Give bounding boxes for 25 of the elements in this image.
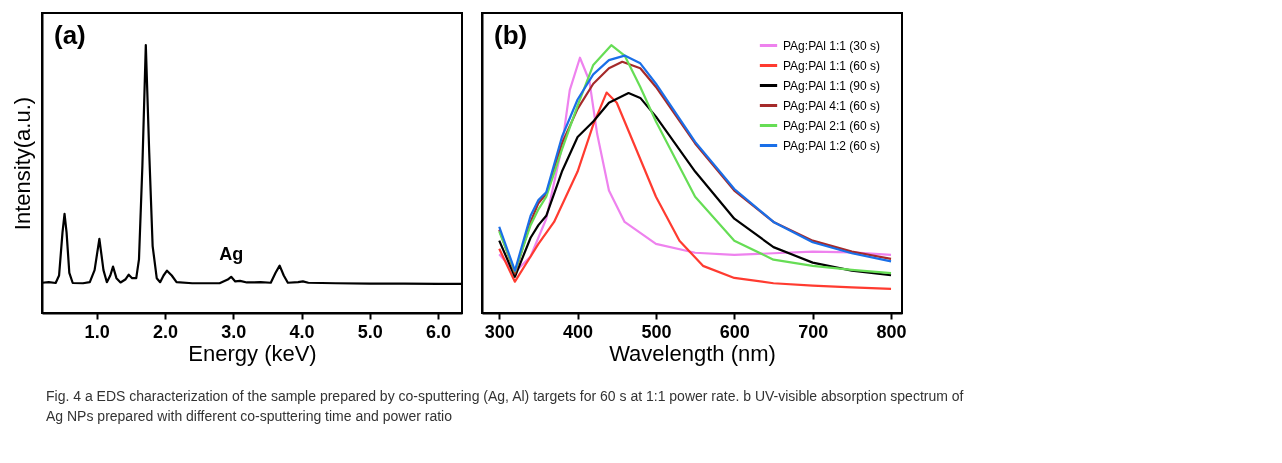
- x-tick-label: 2.0: [152, 321, 178, 342]
- x-tick-label: 800: [876, 321, 907, 342]
- x-axis-title: Energy (keV): [188, 340, 317, 366]
- x-tick-label: 300: [484, 321, 515, 342]
- x-tick-label: 500: [641, 321, 672, 342]
- x-tick-label: 1.0: [84, 321, 110, 342]
- legend-label: PAg:PAl 1:1 (30 s): [783, 38, 880, 53]
- y-axis-title: Intensity(a.u.): [9, 96, 35, 231]
- x-tick-label: 5.0: [357, 321, 383, 342]
- legend-label: PAg:PAl 1:1 (60 s): [783, 58, 880, 73]
- chart-title: (b): [494, 20, 528, 50]
- x-axis-title: Wavelength (nm): [609, 340, 776, 366]
- x-tick-label: 6.0: [426, 321, 452, 342]
- legend-label: PAg:PAl 2:1 (60 s): [783, 118, 880, 133]
- chart-title: (a): [54, 20, 86, 50]
- legend-label: PAg:PAl 1:2 (60 s): [783, 138, 880, 153]
- x-tick-label: 600: [719, 321, 750, 342]
- x-tick-label: 400: [563, 321, 594, 342]
- legend-label: PAg:PAl 1:1 (90 s): [783, 78, 880, 93]
- x-tick-label: 4.0: [289, 321, 315, 342]
- legend-label: PAg:PAl 4:1 (60 s): [783, 98, 880, 113]
- x-tick-label: 700: [798, 321, 829, 342]
- annotation: Ag: [219, 243, 244, 264]
- caption: Fig. 4 a EDS characterization of the sample prepared by co-sputtering (Ag, Al) targets for 60 s at 1:1 power rate. b UV-visible absorption spectrum of Ag NPs prepared with different co-sputtering time and power ratio: [46, 388, 964, 424]
- x-tick-label: 3.0: [221, 321, 247, 342]
